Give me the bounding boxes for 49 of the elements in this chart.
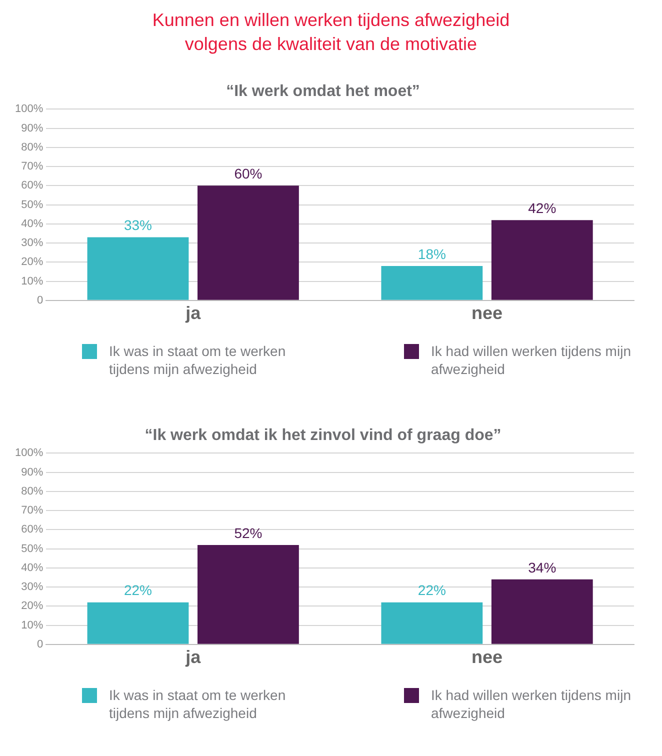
y-tick-label: 70% xyxy=(21,160,44,173)
x-tick-label: nee xyxy=(472,647,503,668)
y-tick-label: 30% xyxy=(21,581,44,594)
y-tick-label: 10% xyxy=(21,275,44,288)
data-label: 22% xyxy=(418,582,446,598)
bar xyxy=(381,266,483,300)
bar xyxy=(491,220,593,300)
y-tick-label: 60% xyxy=(21,524,44,536)
y-tick-label: 50% xyxy=(21,542,44,555)
legend-label: Ik had willen werken tijdens mijn afwezigheid xyxy=(431,342,632,378)
y-tick-label: 70% xyxy=(21,504,44,517)
y-tick-label: 40% xyxy=(21,562,44,574)
legend-label: Ik was in staat om te werken tijdens mijn afwezigheid xyxy=(109,342,287,378)
y-tick-label: 100% xyxy=(14,447,44,460)
data-label: 60% xyxy=(234,166,262,182)
data-label: 52% xyxy=(234,524,262,541)
y-tick-label: 0 xyxy=(37,638,44,650)
y-tick-label: 20% xyxy=(21,256,44,268)
bar xyxy=(87,602,189,644)
y-tick-label: 40% xyxy=(21,218,44,230)
data-label: 34% xyxy=(528,559,556,576)
y-tick-label: 100% xyxy=(14,103,44,116)
y-tick-label: 80% xyxy=(21,141,44,154)
y-tick-label: 20% xyxy=(21,600,44,612)
y-tick-label: 50% xyxy=(21,198,44,211)
y-tick-label: 90% xyxy=(21,466,44,478)
bar xyxy=(491,579,593,644)
bar xyxy=(198,186,299,300)
chart-title: “Ik werk omdat het moet” xyxy=(226,83,420,100)
y-tick-label: 0 xyxy=(37,294,44,306)
data-label: 18% xyxy=(418,246,446,262)
x-tick-label: ja xyxy=(184,647,202,668)
data-label: 33% xyxy=(124,217,152,234)
y-tick-label: 80% xyxy=(21,485,44,498)
x-tick-label: ja xyxy=(184,303,202,324)
y-tick-label: 60% xyxy=(21,180,44,192)
y-tick-label: 30% xyxy=(21,237,44,250)
text: Kunnen en willen werken tijdens afwezigheid volgens de kwaliteit van de motivatie xyxy=(151,9,511,56)
legend-label: Ik was in staat om te werken tijdens mijn afwezigheid xyxy=(109,686,287,722)
bar xyxy=(87,237,189,300)
y-tick-label: 90% xyxy=(21,122,44,134)
bar xyxy=(198,544,299,644)
chart-title: “Ik werk omdat ik het zinvol vind of graag doe” xyxy=(144,427,502,444)
legend-label: Ik had willen werken tijdens mijn afwezigheid xyxy=(431,686,632,722)
y-tick-label: 10% xyxy=(21,619,44,632)
bar xyxy=(381,602,483,644)
data-label: 42% xyxy=(528,200,556,216)
data-label: 22% xyxy=(124,582,152,598)
x-tick-label: nee xyxy=(472,303,503,324)
